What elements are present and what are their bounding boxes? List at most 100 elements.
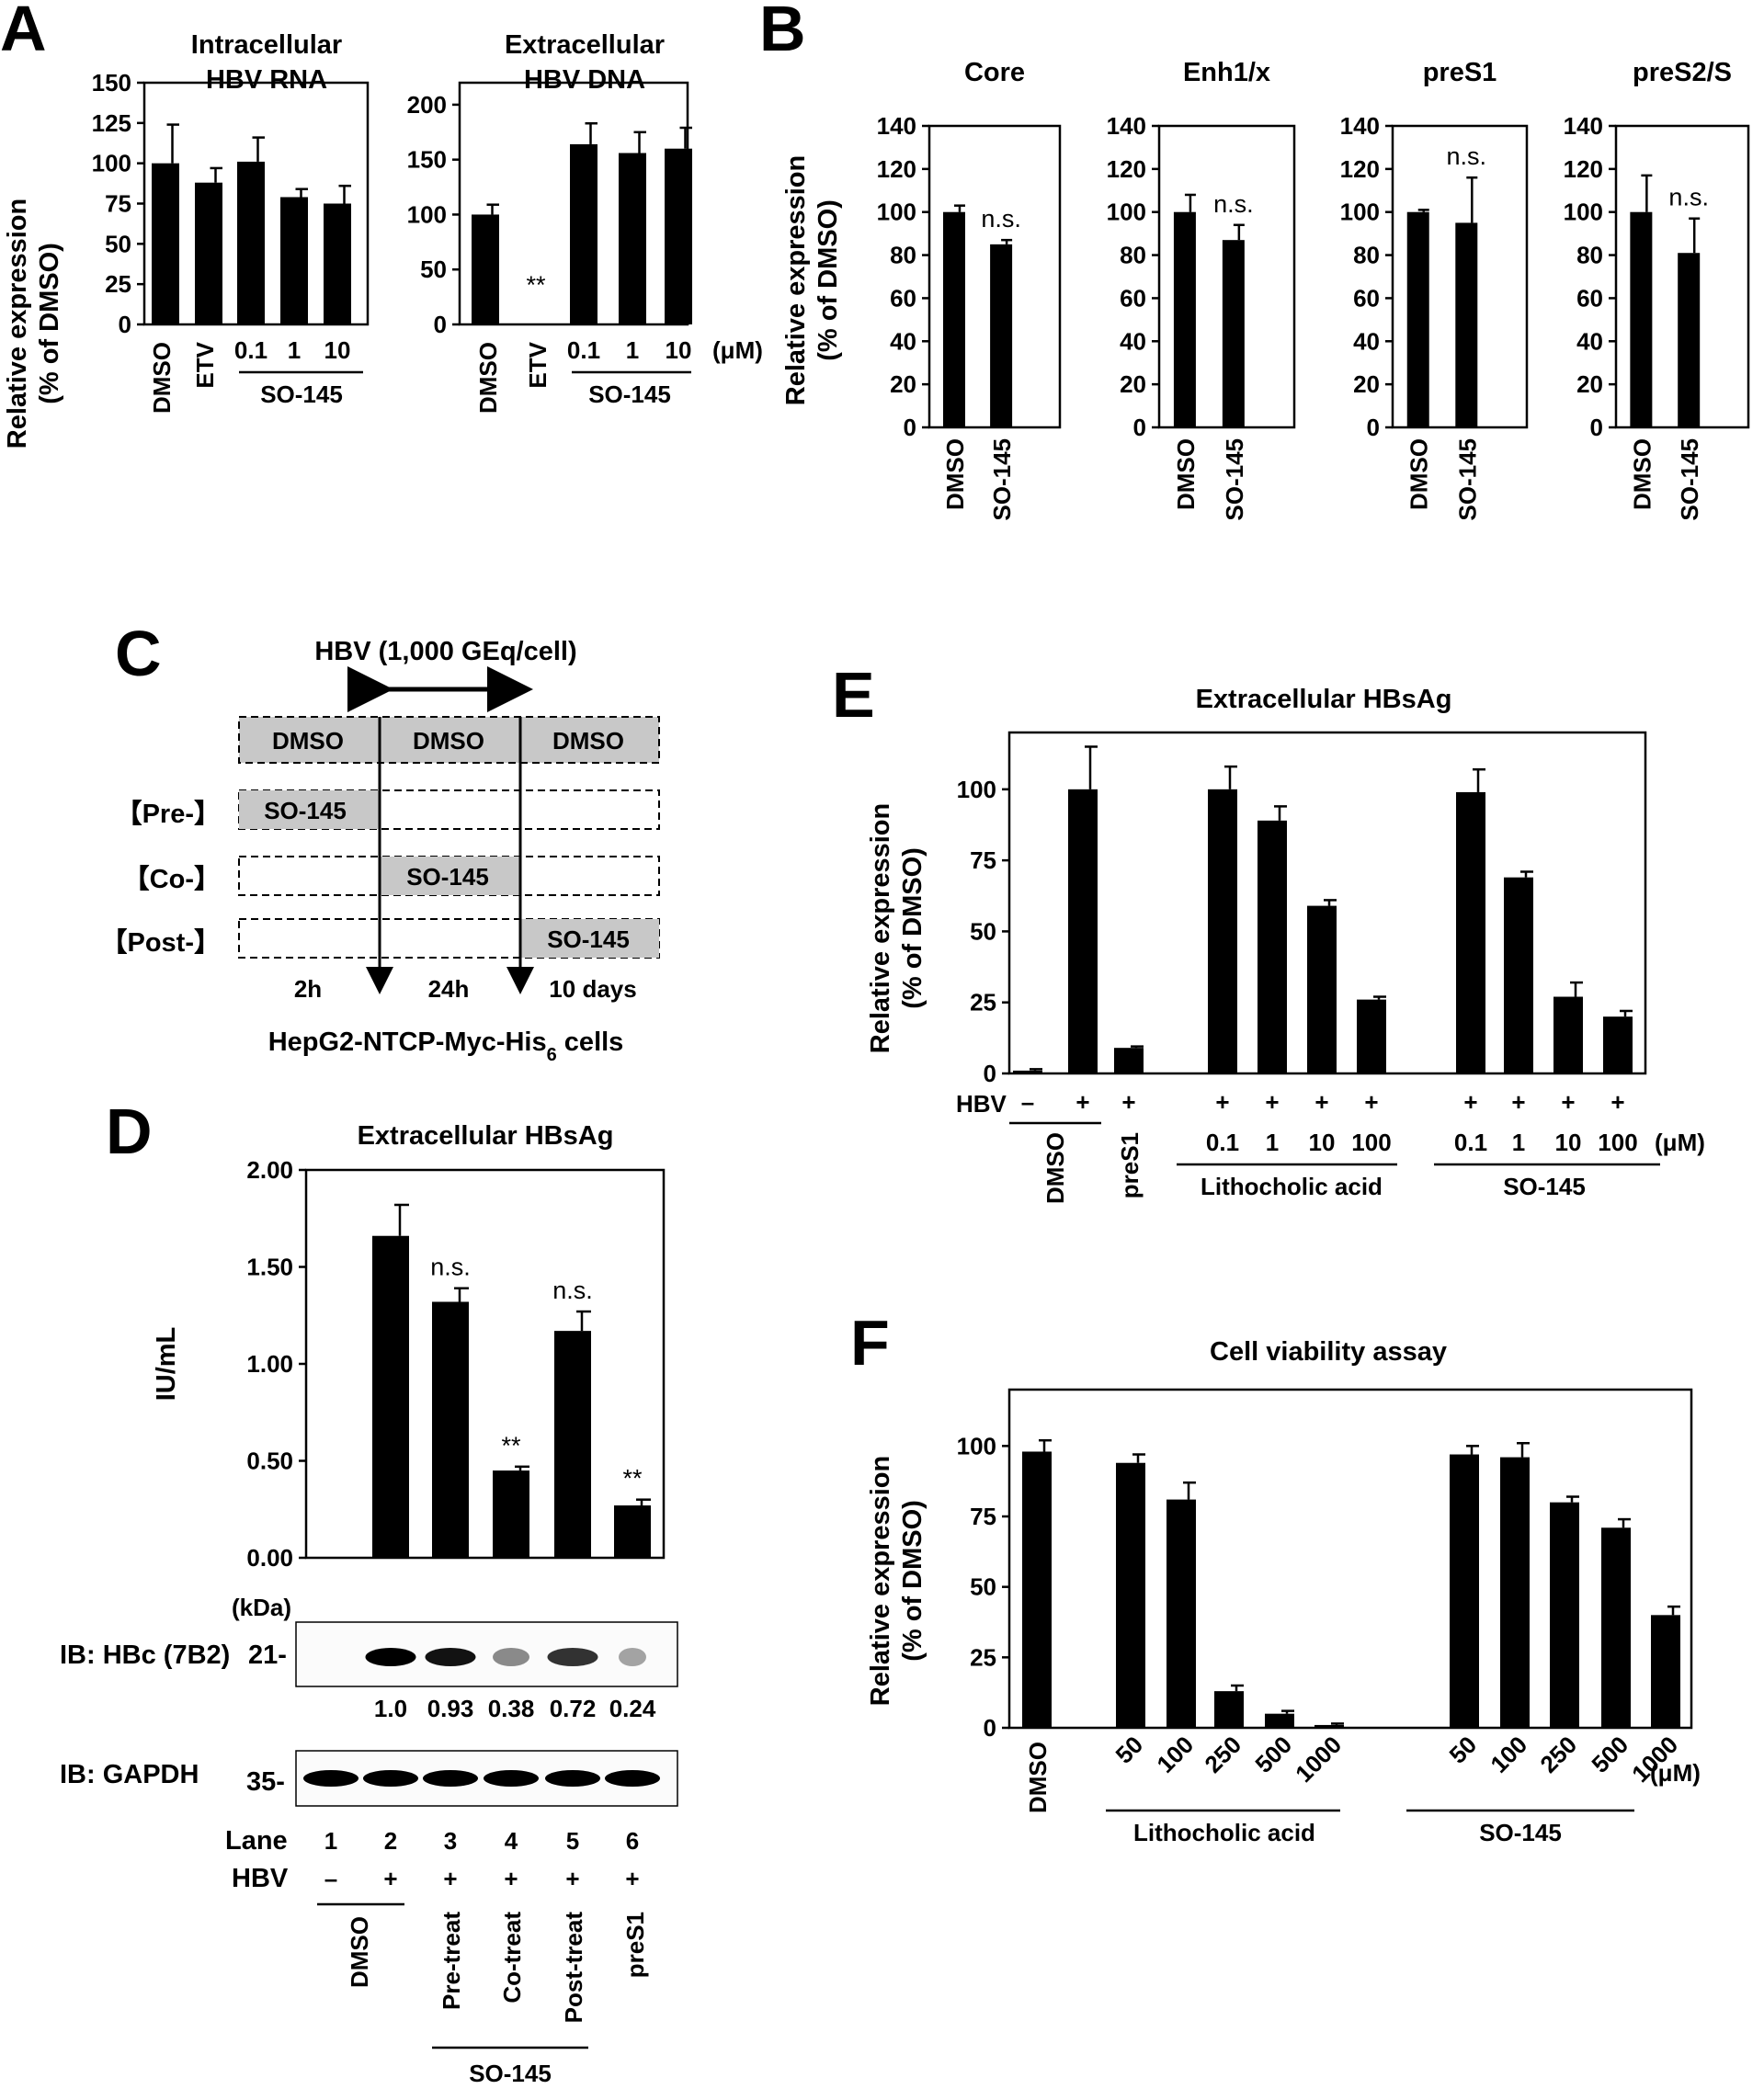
y-tick-label: 100 [407, 200, 447, 228]
panel-a-ylabel: Relative expression (% of DMSO) [3, 199, 64, 448]
x-tick-label: 10 [1309, 1129, 1336, 1156]
chart-title: Cell viability assay [1210, 1337, 1447, 1367]
hbv-sign: + [1265, 1088, 1279, 1116]
x-tick-label: 500 [1249, 1731, 1297, 1778]
y-tick-label: 50 [970, 1573, 996, 1601]
y-tick-label: 0 [119, 311, 131, 338]
hbv-sign: + [565, 1865, 579, 1892]
x-tick-label: preS1 [621, 1912, 649, 1978]
scheme-post-treated: SO-145 [547, 925, 630, 953]
blot-hbc-membrane [295, 1621, 678, 1687]
y-tick-label: 20 [1576, 370, 1603, 398]
x-tick-label: ETV [191, 341, 219, 388]
y-axis-label-line1: Relative expression [866, 803, 895, 1053]
y-tick-label: 100 [1564, 199, 1603, 226]
chart-b-pres1: preS1 0 20 40 60 80 100 120 140 n.s. DMSO SO-145 [1340, 58, 1529, 521]
lane-row-label: Lane [225, 1826, 288, 1856]
group-label: Lithocholic acid [1133, 1819, 1315, 1846]
y-tick-label: 120 [1340, 155, 1380, 183]
bar [280, 197, 308, 324]
bar [570, 143, 597, 324]
panel-a-ylabel-line1: Relative expression [3, 199, 32, 448]
scheme-pre-label: 【Pre-】 [116, 799, 221, 829]
y-tick-label: 40 [1120, 327, 1146, 355]
x-tick-label: DMSO [474, 342, 502, 414]
chart-title: Core [964, 58, 1025, 87]
x-tick-label: DMSO [1406, 438, 1433, 510]
x-tick-label: 10 [666, 336, 692, 364]
x-tick-label: 100 [1351, 1129, 1391, 1156]
chart-d-hbsag: Extracellular HBsAg 0.00 0.50 1.00 1.50 2.00 n… [152, 1121, 666, 1572]
y-tick-label: 100 [92, 150, 131, 177]
bar [372, 1235, 409, 1558]
scheme-dmso-2: DMSO [413, 727, 484, 755]
y-tick-label: 100 [1107, 199, 1146, 226]
hbc-band [425, 1648, 476, 1666]
y-tick-label: 50 [970, 917, 996, 945]
bar [1214, 1691, 1244, 1728]
unit-label: (μM) [1655, 1129, 1705, 1156]
y-tick-label: 0 [1367, 414, 1380, 441]
bar [1455, 222, 1478, 427]
scheme-time-2: 24h [428, 975, 470, 1003]
hbv-sign: + [1121, 1088, 1135, 1116]
bar [1022, 1451, 1052, 1728]
y-axis-label-line2: (% of DMSO) [898, 1500, 928, 1662]
hbc-band [365, 1648, 416, 1666]
scheme-dmso-1: DMSO [272, 727, 344, 755]
lane-number: 1 [324, 1827, 337, 1855]
group-label: SO-145 [260, 380, 343, 408]
y-tick-label: 0 [434, 311, 447, 338]
bar [1173, 211, 1196, 427]
chart-title: Extracellular HBsAg [1196, 685, 1452, 714]
y-tick-label: 0 [984, 1060, 996, 1087]
y-tick-label: 80 [1576, 242, 1603, 269]
y-tick-label: 20 [1120, 370, 1146, 398]
gapdh-band [423, 1770, 478, 1787]
y-tick-label: 100 [957, 1432, 996, 1459]
x-tick-label: DMSO [1628, 438, 1656, 510]
y-tick-label: 140 [877, 112, 916, 140]
y-axis-label-line2: (% of DMSO) [898, 847, 928, 1009]
y-tick-label: 120 [1564, 155, 1603, 183]
y-tick-label: 0.00 [246, 1544, 293, 1572]
x-tick-label: DMSO [346, 1916, 373, 1988]
bar [1553, 996, 1583, 1073]
bar [152, 163, 179, 324]
y-tick-label: 80 [1353, 242, 1380, 269]
x-tick-label: 1000 [1290, 1731, 1347, 1788]
y-tick-label: 1.00 [246, 1350, 293, 1378]
panel-c-scheme: HBV (1,000 GEq/cell) DMSO DMSO DMSO 【Pre… [100, 637, 660, 1065]
lane-number: 3 [444, 1827, 457, 1855]
blot-hbc-marker: 21- [248, 1641, 287, 1670]
bar [1013, 1070, 1042, 1073]
x-tick-label: 0.1 [1206, 1129, 1239, 1156]
y-tick-label: 100 [1340, 199, 1380, 226]
significance-label: n.s. [552, 1277, 593, 1304]
y-tick-label: 80 [890, 242, 916, 269]
x-tick-label: ETV [524, 341, 552, 388]
hbv-sign: + [1364, 1088, 1378, 1116]
group-label: SO-145 [1503, 1173, 1586, 1200]
hbc-quant-value: 0.72 [550, 1695, 597, 1722]
chart-title: Extracellular [505, 30, 665, 60]
chart-title: preS1 [1423, 58, 1497, 87]
hbv-sign: + [625, 1865, 639, 1892]
y-tick-label: 100 [877, 199, 916, 226]
x-tick-label: 0.1 [1454, 1129, 1487, 1156]
y-tick-label: 150 [407, 146, 447, 174]
y-tick-label: 25 [970, 1643, 996, 1671]
y-tick-label: 150 [92, 69, 131, 97]
bar [1456, 791, 1485, 1073]
panel-label-c: C [115, 618, 162, 689]
scheme-co-treated: SO-145 [406, 863, 489, 891]
panel-a-ylabel-line2: (% of DMSO) [35, 243, 64, 404]
x-tick-label: preS1 [1116, 1132, 1144, 1198]
bar [1265, 1713, 1294, 1728]
gapdh-band [484, 1770, 539, 1787]
x-tick-label: 10 [1555, 1129, 1582, 1156]
bar [1550, 1502, 1579, 1728]
y-tick-label: 1.50 [246, 1254, 293, 1281]
x-tick-label: 1 [1512, 1129, 1525, 1156]
y-tick-label: 0.50 [246, 1448, 293, 1475]
